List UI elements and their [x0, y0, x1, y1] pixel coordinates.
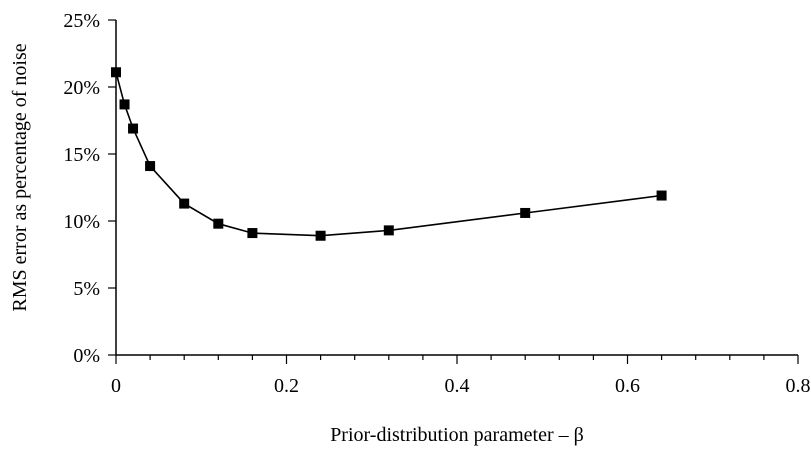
data-point-marker [383, 225, 394, 236]
data-point-marker [656, 190, 667, 201]
y-tick-label: 20% [63, 77, 100, 99]
x-axis-title: Prior-distribution parameter – β [330, 424, 584, 446]
y-tick-label: 15% [63, 144, 100, 166]
data-point-marker [119, 99, 130, 110]
x-tick-label: 0.4 [445, 375, 470, 397]
y-tick-label: 0% [73, 345, 100, 367]
plot-lines [115, 20, 798, 356]
data-point-marker [111, 67, 121, 78]
series-layer [111, 67, 667, 241]
x-axis-tick-labels: 0 0.2 0.4 0.6 0.8 [111, 375, 811, 397]
x-tick-label: 0 [111, 375, 121, 397]
data-point-marker [145, 161, 156, 172]
y-tick-label: 10% [63, 211, 100, 233]
data-point-marker [247, 228, 258, 239]
x-tick-label: 0.2 [274, 375, 299, 397]
series-line [115, 72, 662, 237]
y-tick-label: 25% [63, 10, 100, 32]
x-tick-label: 0.8 [786, 375, 811, 397]
x-tick-label: 0.6 [615, 375, 640, 397]
data-point-marker [213, 218, 224, 229]
y-axis-title: RMS error as percentage of noise [9, 43, 31, 311]
y-tick-label: 5% [73, 278, 100, 300]
data-point-marker [179, 198, 190, 209]
data-point-marker [128, 123, 139, 134]
data-point-marker [520, 207, 531, 218]
x-axis-ticks [115, 355, 799, 364]
data-point-marker [315, 230, 326, 241]
y-axis-ticks [108, 19, 116, 356]
y-axis-tick-labels: 0% 5% 10% 15% 20% 25% [63, 10, 100, 367]
